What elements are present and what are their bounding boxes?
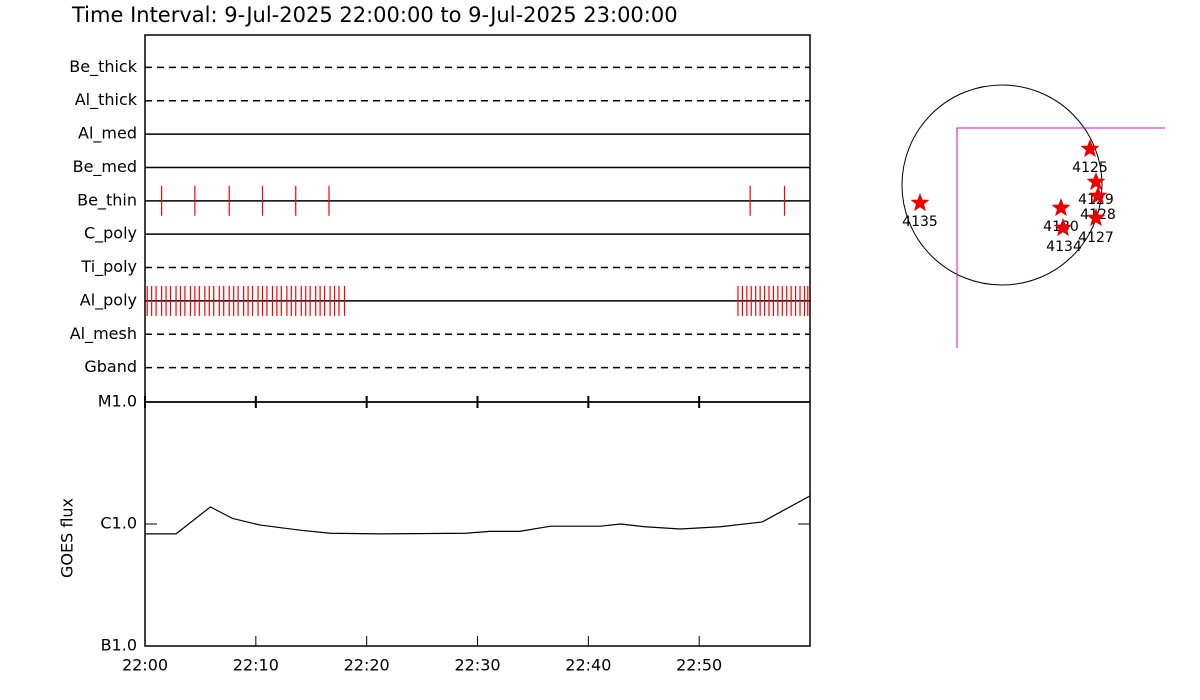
sun-map: 4125412941284130413441274135 — [901, 84, 1165, 348]
x-tick-label: 22:10 — [233, 656, 279, 675]
y-tick-label: M1.0 — [98, 392, 137, 411]
x-tick-label: 22:20 — [344, 656, 390, 675]
region-label: 4125 — [1072, 160, 1108, 176]
filter-label: Al_thick — [75, 90, 138, 110]
region-star — [1051, 198, 1071, 217]
region-star — [1086, 172, 1106, 191]
y-tick-label: B1.0 — [101, 636, 137, 655]
region-star — [1086, 208, 1106, 227]
filter-label: Gband — [84, 357, 137, 376]
goes-frame — [144, 401, 811, 647]
x-tick-label: 22:50 — [676, 656, 722, 675]
region-label: 4127 — [1078, 230, 1114, 246]
field-of-view — [956, 127, 1165, 348]
y-tick-label: C1.0 — [100, 514, 137, 533]
region-label: 4134 — [1046, 239, 1082, 255]
solar-disk — [901, 84, 1103, 286]
y-axis-label: GOES flux — [58, 498, 77, 578]
goes-curve — [145, 495, 811, 535]
filter-label: Al_poly — [80, 290, 137, 310]
x-tick-label: 22:40 — [565, 656, 611, 675]
filter-label: Al_mesh — [70, 324, 137, 344]
filter-label: C_poly — [84, 224, 137, 244]
filter-label: Be_med — [73, 157, 137, 177]
timeline-frame — [144, 34, 811, 403]
region-star — [1080, 139, 1100, 158]
x-tick-label: 22:00 — [122, 656, 168, 675]
filter-label: Ti_poly — [80, 257, 137, 277]
region-label: 4135 — [902, 214, 938, 230]
filter-label: Be_thick — [69, 57, 137, 77]
region-star — [1053, 218, 1073, 237]
filter-label: Be_thin — [77, 190, 137, 210]
chart-title: Time Interval: 9-Jul-2025 22:00:00 to 9-… — [71, 3, 678, 27]
region-star — [1088, 186, 1108, 205]
x-tick-label: 22:30 — [454, 656, 500, 675]
region-star — [910, 193, 930, 212]
filter-label: Al_med — [78, 124, 137, 144]
